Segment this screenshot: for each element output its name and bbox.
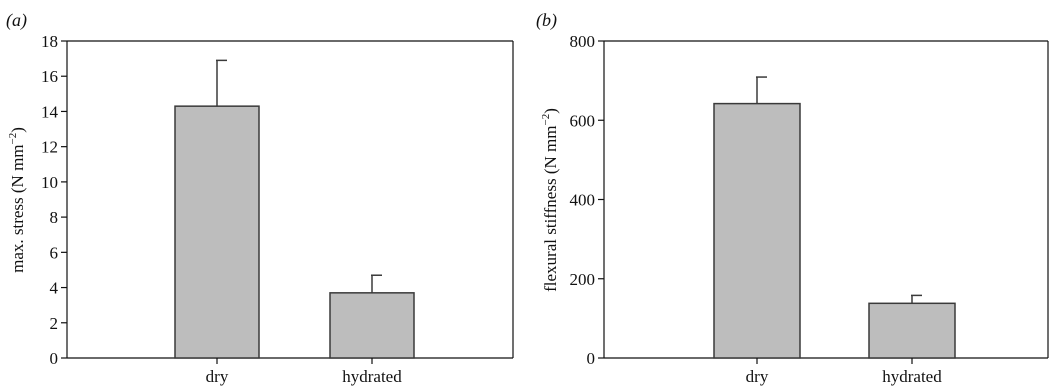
chart-panel-b: (b) flexural stiffness (N mm−2) 0 200 400 6… [536, 10, 1049, 386]
x-tick-label-b-dry: dry [746, 367, 769, 386]
chart-panel-a: (a) max. stress (N mm−2) 0 2 4 6 8 10 12 14 16 18… [6, 10, 514, 386]
bar-b-hydrated [868, 302, 956, 359]
panel-a-y-tick-label: 0 [50, 349, 59, 368]
panel-a-y-tick-label: 8 [50, 208, 59, 227]
panel-b-y-tick-label: 800 [570, 32, 596, 51]
bar-a-dry [174, 105, 260, 359]
panel-b-label: (b) [536, 10, 557, 31]
panel-a-y-tick-label: 18 [41, 32, 58, 51]
panel-a-y-tick-label: 4 [50, 279, 59, 298]
bar-b-dry [713, 102, 801, 359]
panel-a-y-tick-label: 6 [50, 243, 59, 262]
x-tick-label-b-hydrated: hydrated [882, 367, 942, 386]
x-tick-label-a-dry: dry [206, 367, 229, 386]
panel-b-y-tick-label: 0 [587, 349, 596, 368]
panel-a-y-tick-label: 12 [41, 138, 58, 157]
panel-b-y-tick-label: 400 [570, 191, 596, 210]
panel-a-y-tick-label: 16 [41, 67, 58, 86]
panel-a-y-tick-label: 10 [41, 173, 58, 192]
panel-b-y-tick-label: 600 [570, 111, 596, 130]
bar-a-hydrated [329, 292, 415, 359]
x-tick-label-a-hydrated: hydrated [342, 367, 402, 386]
panel-b-y-tick-label: 200 [570, 270, 596, 289]
panel-a-y-tick-label: 2 [50, 314, 59, 333]
panel-a-y-tick-label: 14 [41, 102, 59, 121]
panel-b-y-axis-label: flexural stiffness (N mm−2) [540, 108, 560, 292]
panel-a-y-axis-label: max. stress (N mm−2) [7, 127, 27, 273]
panel-a-label: (a) [6, 10, 27, 31]
